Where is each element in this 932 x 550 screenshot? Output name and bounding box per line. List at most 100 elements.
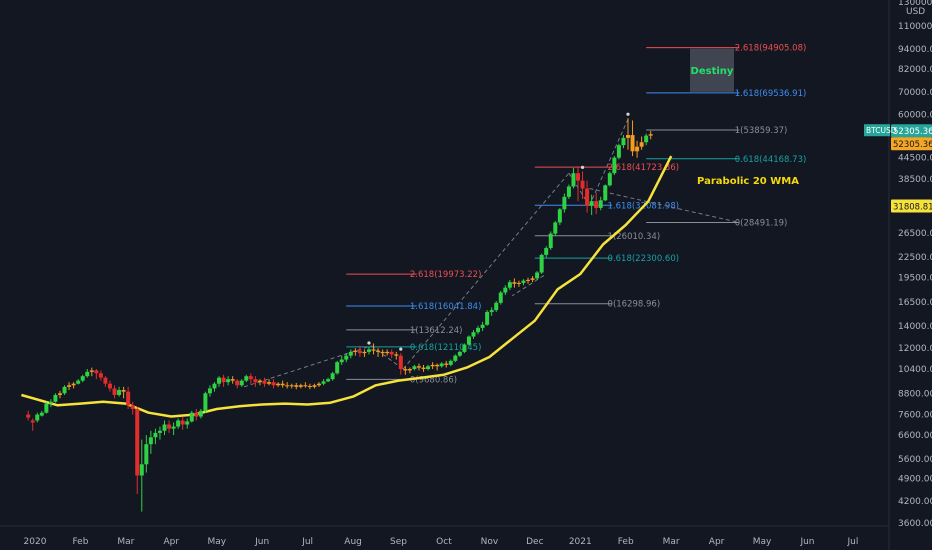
wma-label: Parabolic 20 WMA [697, 176, 799, 187]
candle-body [385, 351, 390, 354]
wma-price-tag-bg [891, 199, 932, 213]
candle-body [466, 336, 471, 345]
price-tags-layer: 52305.36 52305.36 31808.81 BTCUSD [864, 124, 932, 213]
candle-body [507, 282, 512, 288]
y-tick-label: 6600.00 [898, 431, 932, 441]
candle-body [185, 421, 190, 425]
candle-body [607, 173, 612, 186]
candle-body [485, 311, 490, 325]
candle-body [480, 324, 485, 328]
candle-body [535, 272, 540, 279]
x-tick-label: May [207, 537, 226, 547]
fib-level-label: 0(9680.86) [410, 375, 457, 385]
candle-body [580, 180, 585, 189]
candle-body [453, 355, 458, 361]
candle-body [389, 351, 394, 355]
candle-body [44, 403, 49, 413]
candle-body [353, 350, 358, 352]
candle-body [289, 385, 294, 387]
x-tick-label: Nov [481, 537, 499, 547]
candle-body [471, 332, 476, 337]
candle-body [553, 222, 558, 234]
candle-body [62, 386, 67, 394]
candle-body [544, 248, 549, 255]
x-tick-label: Apr [164, 537, 180, 547]
candle-body [303, 385, 308, 387]
candle-body [457, 351, 462, 356]
candle-body [194, 412, 199, 417]
destiny-label: Destiny [691, 66, 734, 77]
candle-body [644, 135, 649, 143]
symbol-tag: BTCUSD [866, 126, 897, 135]
currency-label: USD [906, 7, 925, 17]
candle-body [139, 464, 144, 476]
x-tick-label: Oct [436, 537, 452, 547]
time-axis[interactable]: 2020 Feb Mar Apr May Jun Jul Aug Sep Oct Nov Dec 202… [24, 537, 859, 547]
candle-body [521, 280, 526, 283]
candle-body [294, 385, 299, 387]
candle-body [403, 369, 408, 371]
candle-body [448, 360, 453, 365]
y-tick-label: 7600.00 [898, 411, 932, 421]
candle-body [571, 173, 576, 187]
candle-body [94, 370, 99, 374]
last-price-tag-bg [891, 124, 932, 138]
y-tick-label: 8800.00 [898, 389, 932, 399]
candle-body [312, 385, 317, 387]
candle-body [257, 380, 262, 383]
fib-level-label: 1.618(69536.91) [735, 89, 807, 99]
y-tick-label: 10400.00 [898, 365, 932, 375]
destiny-box [690, 48, 734, 92]
y-tick-label: 3600.00 [898, 519, 932, 529]
candle-body [103, 377, 108, 384]
fibonacci-layer: 2.618(19973.22) 1.618(16041.84) 1(13612.24… [346, 44, 807, 385]
x-tick-label: 2021 [569, 537, 592, 547]
candle-body [203, 393, 208, 411]
trendline [511, 274, 545, 297]
candle-body [648, 134, 653, 136]
candle-body [407, 369, 412, 371]
fib-level-label: 0(28491.19) [735, 219, 788, 229]
candle-body [35, 414, 40, 421]
candle-body [235, 380, 240, 386]
candle-body [280, 383, 285, 386]
bid-price-tag: 52305.36 [893, 140, 932, 150]
candle-body [494, 302, 499, 311]
candle-body [598, 200, 603, 208]
candle-body [130, 405, 135, 409]
candle-body [476, 327, 481, 333]
candle-body [503, 287, 508, 293]
fib-level-label: 2.618(41723.36) [608, 163, 680, 173]
fib-level-label: 1(26010.34) [608, 232, 661, 242]
x-tick-label: Mar [117, 537, 134, 547]
y-tick-label: 82000.00 [898, 65, 932, 75]
candle-body [198, 410, 203, 417]
x-tick-label: Dec [526, 537, 543, 547]
candle-body [380, 351, 385, 354]
y-tick-label: 12000.00 [898, 344, 932, 354]
x-tick-label: Jul [301, 537, 313, 547]
y-tick-label: 16500.00 [898, 298, 932, 308]
candle-body [153, 432, 158, 438]
candle-body [85, 371, 90, 377]
candle-body [135, 408, 140, 476]
candle-body [157, 430, 162, 433]
fib-level-label: 1(13612.24) [410, 326, 463, 336]
pivot-dot [399, 347, 403, 351]
candle-body [566, 186, 571, 197]
candle-body [162, 424, 167, 431]
candle-body [171, 426, 176, 429]
candle-body [512, 282, 517, 284]
candle-body [426, 366, 431, 370]
candle-body [625, 135, 630, 138]
candle-body [98, 373, 103, 378]
candle-body [594, 201, 599, 208]
candle-body [167, 424, 172, 429]
candle-body [348, 351, 353, 356]
candle-body [248, 376, 253, 380]
candle-body [317, 383, 321, 386]
candle-body [239, 380, 244, 386]
candle-body [326, 379, 331, 382]
candle-body [576, 173, 581, 181]
